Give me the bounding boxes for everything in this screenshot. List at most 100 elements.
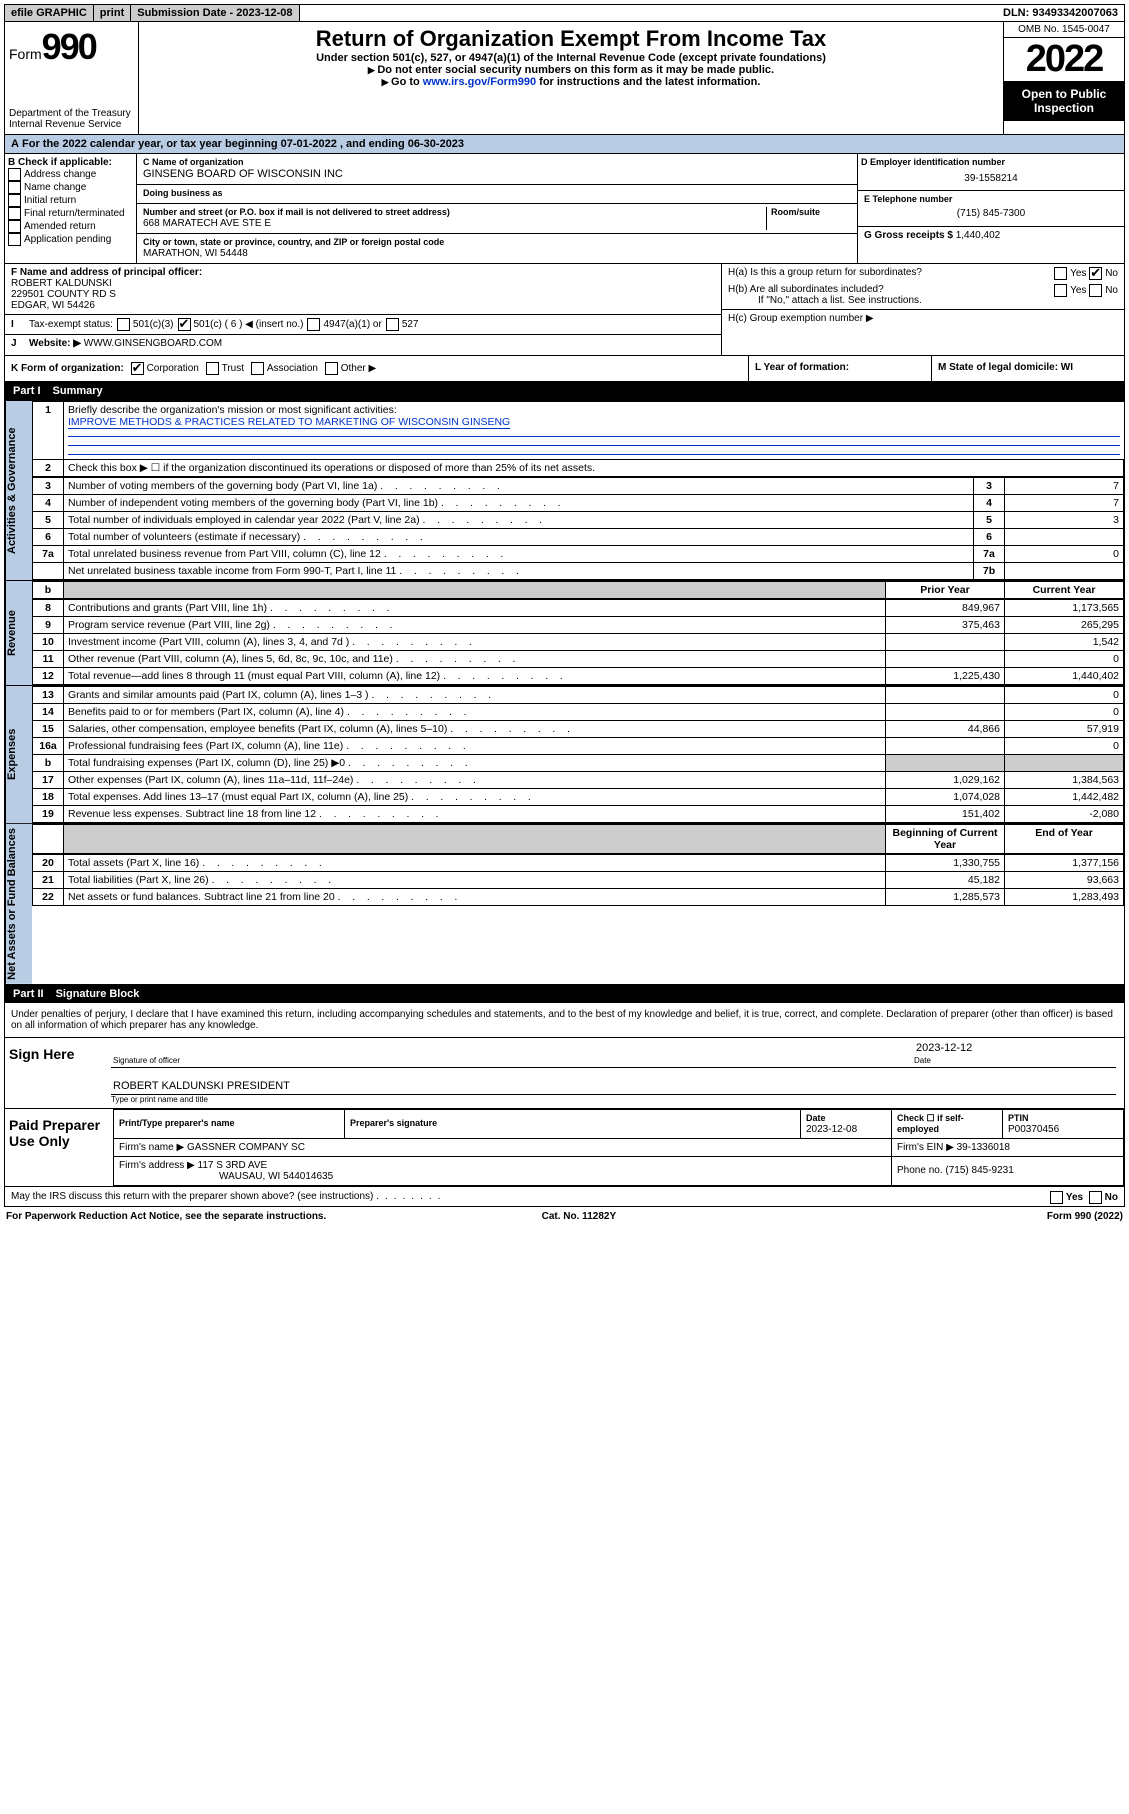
efile-button[interactable]: efile GRAPHIC	[5, 5, 94, 21]
revenue-tab: Revenue	[5, 581, 32, 685]
current-year-hdr: Current Year	[1005, 582, 1124, 599]
col-b: B Check if applicable: Address changeNam…	[5, 154, 137, 263]
city-value: MARATHON, WI 54448	[143, 247, 851, 260]
d-label: D Employer identification number	[861, 157, 1121, 167]
f-label: F Name and address of principal officer:	[11, 267, 202, 278]
trust-checkbox[interactable]	[206, 362, 219, 375]
gross-receipts: 1,440,402	[956, 230, 1001, 241]
tax-year: 2022	[1004, 38, 1124, 81]
hb-no-checkbox[interactable]	[1089, 284, 1102, 297]
discuss-yes-checkbox[interactable]	[1050, 1191, 1063, 1204]
form-word: Form	[9, 46, 42, 62]
subtitle-3: Go to www.irs.gov/Form990 for instructio…	[143, 76, 999, 88]
org-name: GINSENG BOARD OF WISCONSIN INC	[143, 167, 851, 181]
submission-date: Submission Date - 2023-12-08	[131, 5, 299, 21]
sig-officer-cap: Signature of officer	[113, 1056, 914, 1065]
assoc-checkbox[interactable]	[251, 362, 264, 375]
dba-label: Doing business as	[143, 188, 851, 198]
print-button[interactable]: print	[94, 5, 131, 21]
b-label: B Check if applicable:	[8, 157, 133, 168]
date-cap: Date	[914, 1056, 1114, 1065]
balances-block: Net Assets or Fund Balances Beginning of…	[5, 823, 1124, 984]
efile-label: efile GRAPHIC	[11, 7, 87, 19]
dept-treasury: Department of the Treasury	[9, 108, 134, 119]
527-checkbox[interactable]	[386, 318, 399, 331]
revenue-block: Revenue bPrior YearCurrent Year 8Contrib…	[5, 580, 1124, 685]
501c-checkbox[interactable]	[178, 318, 191, 331]
hc-label: H(c) Group exemption number ▶	[722, 309, 1124, 327]
firm-name: GASSNER COMPANY SC	[187, 1142, 305, 1153]
entity-block: B Check if applicable: Address changeNam…	[5, 153, 1124, 263]
form-ref: Form 990 (2022)	[1047, 1211, 1123, 1222]
omb-number: OMB No. 1545-0047	[1004, 22, 1124, 38]
form-number: 990	[42, 26, 96, 67]
subtitle-2: Do not enter social security numbers on …	[143, 64, 999, 76]
officer-addr1: 229501 COUNTY RD S	[11, 289, 715, 300]
other-checkbox[interactable]	[325, 362, 338, 375]
g-label: G Gross receipts $	[864, 230, 953, 241]
b-option: Address change	[8, 168, 133, 181]
l-label: L Year of formation:	[755, 362, 849, 373]
b-option: Amended return	[8, 220, 133, 233]
corp-checkbox[interactable]	[131, 362, 144, 375]
balances-tab: Net Assets or Fund Balances	[5, 824, 32, 984]
form-container: Form990 Department of the Treasury Inter…	[4, 22, 1125, 1207]
4947-checkbox[interactable]	[307, 318, 320, 331]
period-row: A For the 2022 calendar year, or tax yea…	[5, 134, 1124, 153]
ha-no-checkbox[interactable]	[1089, 267, 1102, 280]
boy-hdr: Beginning of Current Year	[886, 825, 1005, 854]
dba-value	[143, 198, 851, 200]
col-c: C Name of organization GINSENG BOARD OF …	[137, 154, 857, 263]
irs: Internal Revenue Service	[9, 119, 134, 130]
form-title: Return of Organization Exempt From Incom…	[143, 26, 999, 52]
form-header: Form990 Department of the Treasury Inter…	[5, 22, 1124, 134]
sign-date: 2023-12-12	[916, 1042, 1116, 1054]
b-option: Final return/terminated	[8, 207, 133, 220]
street-address: 668 MARATECH AVE STE E	[143, 217, 766, 230]
firm-ein: 39-1336018	[957, 1142, 1010, 1153]
prep-date: 2023-12-08	[806, 1124, 857, 1135]
j-label: Website: ▶	[29, 338, 81, 349]
officer-addr2: EDGAR, WI 54426	[11, 300, 715, 311]
expenses-block: Expenses 13Grants and similar amounts pa…	[5, 685, 1124, 823]
b-option: Application pending	[8, 233, 133, 246]
paperwork-notice: For Paperwork Reduction Act Notice, see …	[6, 1211, 326, 1222]
room-label: Room/suite	[771, 207, 851, 217]
firm-addr2: WAUSAU, WI 544014635	[219, 1171, 333, 1182]
cat-no: Cat. No. 11282Y	[542, 1211, 616, 1222]
ptin: P00370456	[1008, 1124, 1059, 1135]
footer: For Paperwork Reduction Act Notice, see …	[4, 1207, 1125, 1226]
part-ii-bar: Part IISignature Block	[5, 984, 1124, 1003]
governance-block: Activities & Governance 1Briefly describ…	[5, 400, 1124, 580]
dln: DLN: 93493342007063	[997, 5, 1124, 21]
officer-cap: Type or print name and title	[111, 1095, 1116, 1104]
b-option: Initial return	[8, 194, 133, 207]
paid-preparer-block: Paid Preparer Use Only Print/Type prepar…	[5, 1108, 1124, 1186]
paid-preparer-label: Paid Preparer Use Only	[5, 1109, 113, 1186]
k-label: K Form of organization:	[11, 363, 124, 374]
city-label: City or town, state or province, country…	[143, 237, 851, 247]
sign-here-block: Sign Here 2023-12-12 Signature of office…	[5, 1037, 1124, 1108]
klm-row: K Form of organization: Corporation Trus…	[5, 355, 1124, 381]
public-inspection: Open to Public Inspection	[1004, 81, 1124, 121]
discuss-no-checkbox[interactable]	[1089, 1191, 1102, 1204]
ein: 39-1558214	[861, 167, 1121, 190]
prior-year-hdr: Prior Year	[886, 582, 1005, 599]
print-label: print	[100, 7, 124, 19]
instructions-link[interactable]: www.irs.gov/Form990	[423, 76, 536, 88]
eoy-hdr: End of Year	[1005, 825, 1124, 854]
ha-yes-checkbox[interactable]	[1054, 267, 1067, 280]
col-deg: D Employer identification number 39-1558…	[857, 154, 1124, 263]
top-toolbar: efile GRAPHIC print Submission Date - 20…	[4, 4, 1125, 22]
officer-name: ROBERT KALDUNSKI	[11, 278, 715, 289]
hb-label: H(b) Are all subordinates included?	[728, 284, 884, 295]
sign-here-label: Sign Here	[5, 1038, 83, 1108]
governance-tab: Activities & Governance	[5, 401, 32, 580]
part-i-bar: Part ISummary	[5, 381, 1124, 400]
501c3-checkbox[interactable]	[117, 318, 130, 331]
firm-phone: (715) 845-9231	[945, 1165, 1013, 1176]
may-discuss-row: May the IRS discuss this return with the…	[5, 1186, 1124, 1206]
hb-yes-checkbox[interactable]	[1054, 284, 1067, 297]
c-name-label: C Name of organization	[143, 157, 851, 167]
expenses-tab: Expenses	[5, 686, 32, 823]
